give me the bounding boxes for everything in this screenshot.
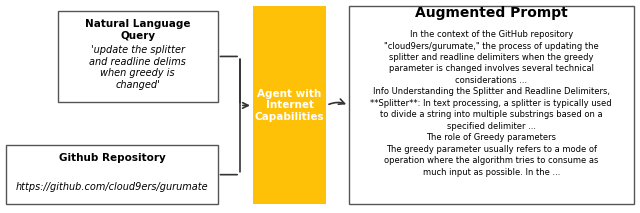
- FancyBboxPatch shape: [6, 145, 218, 204]
- Text: Natural Language
Query: Natural Language Query: [85, 19, 190, 41]
- Text: Augmented Prompt: Augmented Prompt: [415, 6, 568, 20]
- Text: Github Repository: Github Repository: [59, 153, 165, 163]
- FancyBboxPatch shape: [253, 6, 326, 204]
- Text: In the context of the GitHub repository
"cloud9ers/gurumate," the process of upd: In the context of the GitHub repository …: [371, 30, 612, 177]
- FancyBboxPatch shape: [349, 6, 634, 204]
- Text: https://github.com/cloud9ers/gurumate: https://github.com/cloud9ers/gurumate: [16, 182, 208, 191]
- Text: 'update the splitter
and readline delims
when greedy is
changed': 'update the splitter and readline delims…: [89, 45, 186, 90]
- Text: Agent with
Internet
Capabilities: Agent with Internet Capabilities: [255, 89, 324, 122]
- FancyBboxPatch shape: [58, 11, 218, 102]
